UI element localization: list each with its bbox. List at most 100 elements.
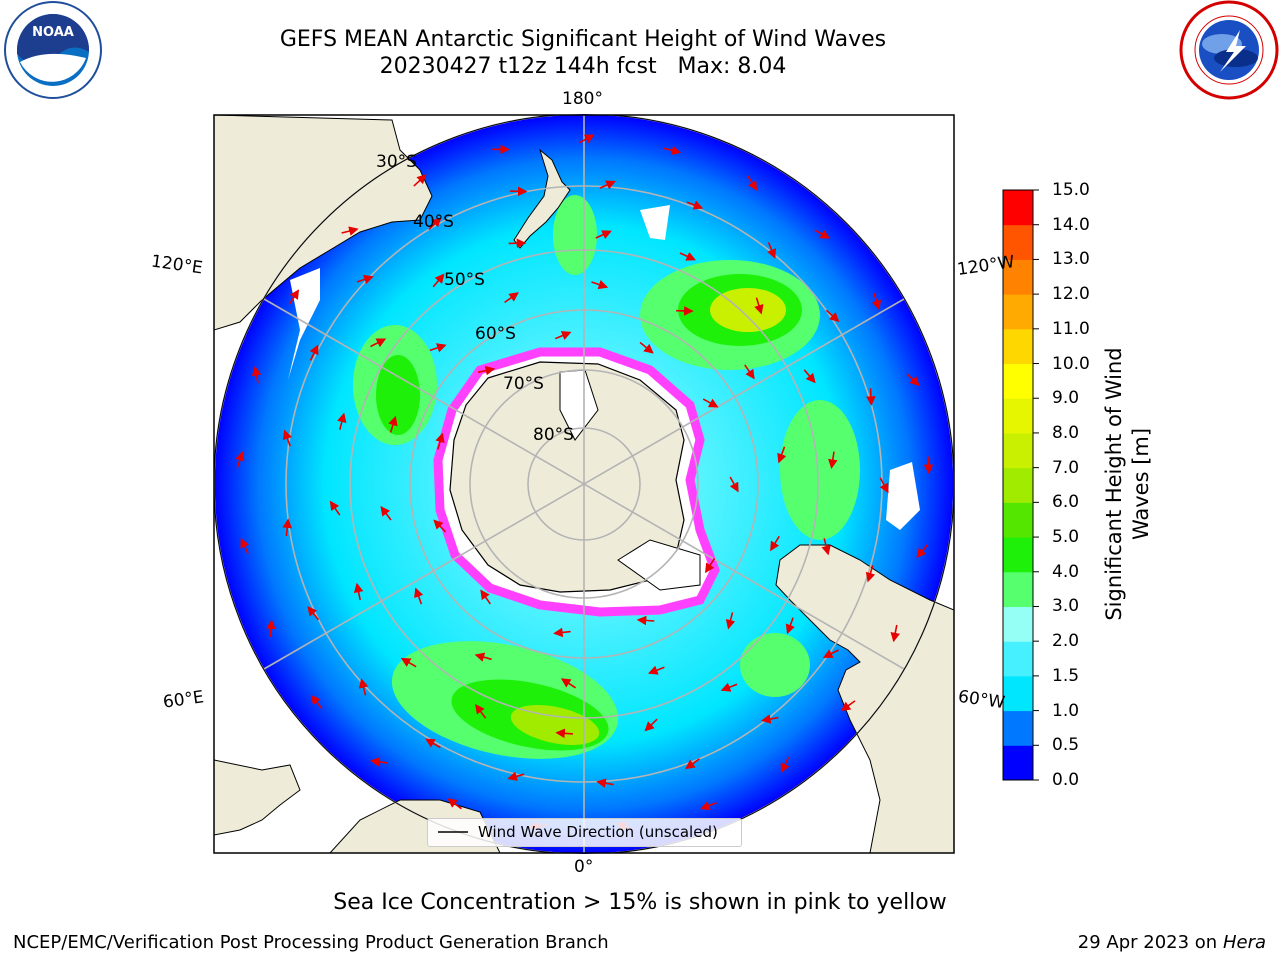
footer-credit: NCEP/EMC/Verification Post Processing Pr… [13, 932, 609, 953]
wind-wave-arrow [890, 624, 900, 643]
legend-label: Wind Wave Direction (unscaled) [478, 823, 718, 841]
wind-wave-arrow [282, 429, 292, 447]
wind-wave-arrow [596, 778, 614, 788]
wind-wave-arrow [288, 289, 300, 305]
colorbar-title: Significant Height of Wind Waves [m] [1101, 347, 1155, 620]
wind-wave-arrow [266, 619, 276, 637]
colorbar-title-line2: Waves [m] [1129, 427, 1153, 541]
wind-wave-arrow [560, 678, 577, 689]
wind-wave-arrow [595, 230, 612, 240]
colorbar-segment [1003, 363, 1033, 399]
wind-wave-arrow [433, 519, 447, 533]
footer-date-text: 29 Apr 2023 on [1077, 932, 1223, 953]
wind-wave-arrow [865, 565, 876, 583]
wind-wave-arrow [480, 589, 491, 605]
wind-wave-arrow [435, 432, 445, 450]
colorbar-tick-label: 10.0 [1052, 353, 1090, 374]
wind-wave-arrow [777, 446, 787, 464]
colorbar-segment [1003, 710, 1033, 746]
colorbar [1002, 189, 1039, 781]
colorbar-tick-label: 2.0 [1052, 631, 1080, 652]
wind-wave-arrow [679, 251, 696, 261]
wind-wave-arrow [636, 615, 655, 626]
colorbar-segment [1003, 190, 1033, 226]
colorbar-tick-label: 3.0 [1052, 596, 1080, 617]
chart-title: GEFS MEAN Antarctic Significant Height o… [279, 27, 887, 52]
wind-wave-arrow [310, 694, 323, 710]
wind-wave-arrows [235, 134, 934, 832]
wind-wave-arrow [240, 537, 250, 555]
wind-wave-arrow [509, 186, 528, 197]
colorbar-tick-label: 14.0 [1052, 214, 1090, 235]
wind-wave-arrow [686, 200, 704, 210]
colorbar-title-line1: Significant Height of Wind [1102, 347, 1126, 621]
wind-wave-arrow [705, 557, 716, 574]
wind-wave-arrow [370, 757, 388, 767]
wind-wave-arrow [477, 365, 496, 376]
wind-wave-arrow [923, 456, 934, 475]
colorbar-segment [1003, 224, 1033, 260]
noaa-logo: NOAA [4, 1, 102, 99]
wind-wave-arrow [555, 728, 573, 739]
lon-label-180: 180° [562, 89, 603, 109]
wind-wave-arrow [744, 364, 755, 380]
wind-wave-arrow [729, 476, 739, 493]
wind-wave-arrow [447, 798, 462, 810]
wind-wave-arrow [475, 704, 487, 719]
wind-wave-arrow [554, 331, 572, 340]
map-frame [213, 114, 955, 854]
legend-line-icon [438, 831, 468, 833]
colorbar-tick-label: 9.0 [1052, 388, 1080, 409]
wind-wave-arrow [380, 506, 392, 521]
wind-wave-arrow [504, 292, 519, 304]
wind-wave-arrow [644, 718, 658, 732]
wind-wave-arrow [702, 398, 719, 408]
lon-label-0: 0° [574, 857, 594, 877]
wind-wave-arrow [413, 174, 427, 187]
wind-wave-arrow [879, 477, 889, 494]
colorbar-segment [1003, 259, 1033, 295]
lat-label-30s: 30°S [376, 152, 417, 172]
wind-wave-arrow [425, 738, 441, 749]
colorbar-segment [1003, 294, 1033, 330]
wind-wave-arrow [828, 451, 838, 469]
noaa-logo-text: NOAA [32, 25, 74, 40]
footer-machine: Hera [1222, 932, 1266, 953]
wind-wave-arrow [821, 538, 831, 556]
wind-wave-arrow [866, 388, 876, 406]
colorbar-tick-label: 6.0 [1052, 492, 1080, 513]
wind-wave-arrow [770, 535, 780, 552]
wind-wave-arrow [474, 652, 492, 662]
colorbar-tick-label: 12.0 [1052, 284, 1090, 305]
nws-logo [1179, 0, 1279, 100]
wind-wave-arrow [356, 274, 374, 284]
wind-wave-arrow [591, 280, 609, 290]
wind-wave-arrow [251, 365, 262, 384]
wind-wave-arrow [307, 606, 320, 621]
colorbar-segment [1003, 502, 1033, 538]
wind-wave-arrow [747, 175, 758, 191]
lat-label-40s: 40°S [413, 212, 454, 232]
wind-wave-arrow [282, 518, 293, 537]
wind-wave-arrow [871, 293, 882, 311]
colorbar-tick-label: 13.0 [1052, 249, 1090, 270]
colorbar-segment [1003, 571, 1033, 607]
colorbar-segment [1003, 328, 1033, 365]
antarctica [433, 347, 720, 617]
lat-label-80s: 80°S [533, 425, 574, 445]
wind-wave-arrow [685, 758, 700, 770]
sea-ice-note: Sea Ice Concentration > 15% is shown in … [333, 890, 947, 915]
wind-wave-arrow [725, 612, 736, 630]
wind-wave-arrow [785, 617, 795, 635]
wind-wave-arrow [916, 544, 929, 559]
wind-wave-arrow [663, 145, 682, 155]
colorbar-segment [1003, 606, 1033, 642]
wind-wave-arrow [720, 682, 738, 692]
wind-wave-arrow [553, 627, 571, 638]
lat-label-50s: 50°S [444, 270, 485, 290]
chart-subtitle: 20230427 t12z 144h fcst Max: 8.04 [379, 54, 787, 79]
wind-wave-arrow [906, 373, 920, 387]
colorbar-segment [1003, 745, 1033, 781]
colorbar-segment [1003, 537, 1033, 573]
wind-wave-arrow [432, 273, 445, 288]
